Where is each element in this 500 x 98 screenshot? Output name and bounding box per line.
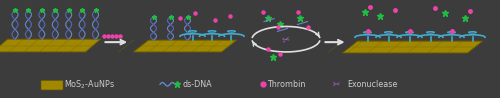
Text: Exonuclease: Exonuclease [348, 80, 398, 89]
Polygon shape [0, 39, 100, 52]
Text: ds-DNA: ds-DNA [182, 80, 212, 89]
FancyBboxPatch shape [41, 81, 63, 90]
Text: ✂: ✂ [332, 80, 340, 89]
Text: Thrombin: Thrombin [268, 80, 306, 89]
Polygon shape [342, 41, 482, 53]
Text: ✂: ✂ [281, 33, 291, 45]
Text: MoS$_2$-AuNPs: MoS$_2$-AuNPs [64, 78, 115, 91]
Polygon shape [134, 40, 236, 52]
